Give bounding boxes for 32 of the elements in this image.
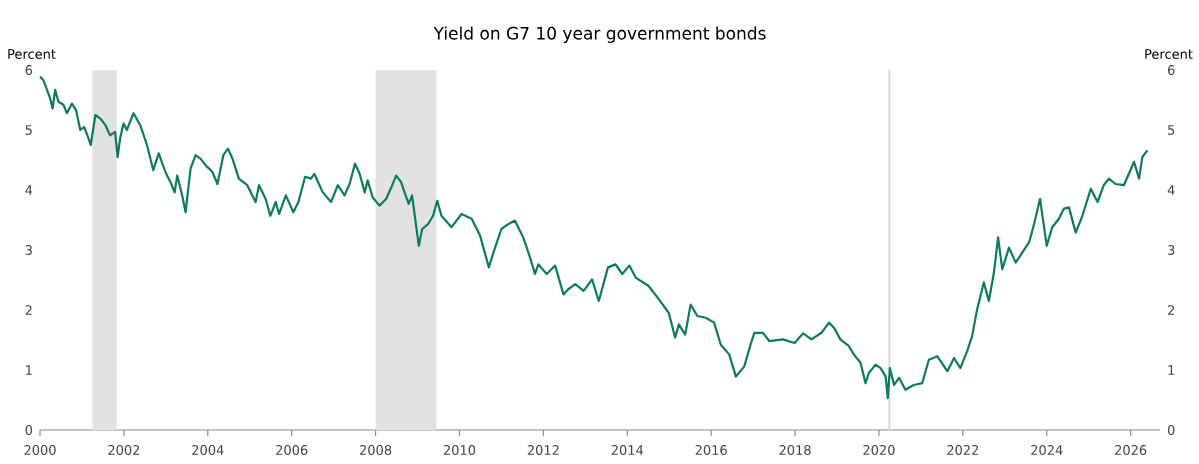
x-tick-label: 2024: [1031, 445, 1063, 455]
y-axis-title: Percent: [8, 49, 56, 59]
y-tick-label: 5: [25, 125, 32, 135]
x-tick-label: 2020: [863, 445, 895, 455]
y-tick-label: 2: [25, 305, 32, 315]
y-tick-label: 6: [25, 65, 33, 75]
y-tick-label: 3: [25, 245, 32, 255]
y-tick-label: 0: [25, 425, 33, 435]
x-tick-label: 2018: [779, 445, 811, 455]
x-tick-label: 2014: [611, 445, 644, 455]
x-tick-label: 2026: [1115, 445, 1147, 455]
x-tick-label: 2016: [695, 445, 727, 455]
y2-tick-label: 2: [1168, 305, 1175, 315]
x-tick-label: 2000: [24, 445, 56, 455]
x-tick-label: 2006: [276, 445, 308, 455]
x-tick-label: 2008: [359, 445, 392, 455]
x-tick-label: 2004: [192, 445, 224, 455]
y-tick-label: 4: [25, 185, 33, 195]
x-tick-label: 2010: [443, 445, 476, 455]
y2-tick-label: 4: [1167, 185, 1175, 195]
y2-tick-label: 1: [1168, 365, 1175, 375]
y2-tick-label: 3: [1168, 245, 1175, 255]
x-tick-label: 2002: [108, 445, 140, 455]
y2-tick-label: 0: [1167, 425, 1175, 435]
y2-tick-label: 5: [1168, 125, 1175, 135]
y2-tick-label: 6: [1167, 65, 1175, 75]
y-tick-label: 1: [26, 365, 32, 375]
x-tick-label: 2012: [527, 445, 559, 455]
y2-axis-title: Percent: [1145, 49, 1193, 59]
chart-title: Yield on G7 10 year government bonds: [433, 26, 766, 43]
x-tick-label: 2022: [947, 445, 979, 455]
line-series: [38, 75, 1149, 400]
